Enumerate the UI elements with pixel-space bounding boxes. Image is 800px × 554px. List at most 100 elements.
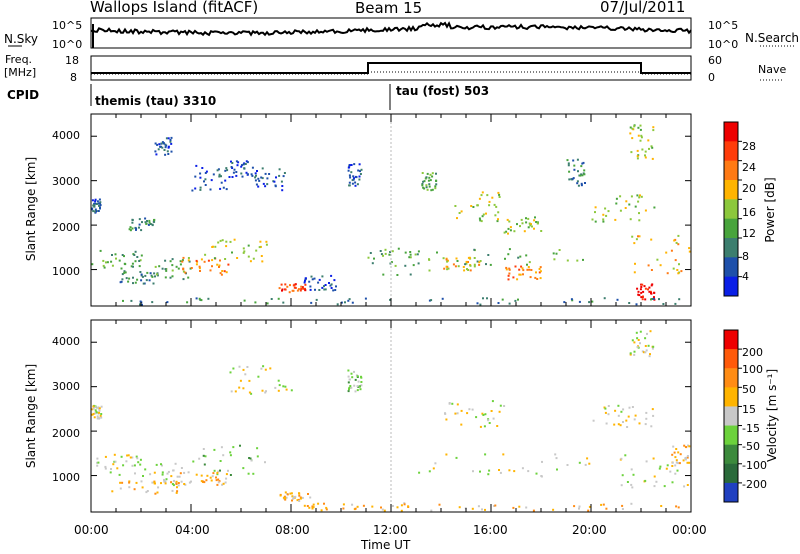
- echo-cell: [505, 266, 508, 269]
- echo-cell: [258, 246, 261, 249]
- echo-cell: [642, 290, 645, 293]
- power-echo-region-20: [454, 191, 501, 223]
- echo-cell: [651, 298, 654, 300]
- echo-cell: [155, 273, 158, 276]
- power-echo-region-5: [181, 256, 230, 276]
- echo-cell: [639, 288, 642, 291]
- echo-cell: [425, 186, 428, 189]
- echo-cell: [290, 492, 293, 495]
- echo-cell: [674, 302, 677, 305]
- echo-cell: [423, 180, 426, 183]
- echo-cell: [131, 221, 134, 224]
- echo-cell: [144, 221, 147, 224]
- echo-cell: [136, 256, 139, 258]
- echo-cell: [347, 390, 350, 393]
- echo-cell: [225, 271, 228, 274]
- echo-cell: [344, 301, 346, 304]
- echo-cell: [488, 469, 491, 472]
- echo-cell: [190, 267, 193, 269]
- echo-cell: [673, 239, 676, 242]
- echo-cell: [290, 389, 293, 392]
- echo-cell: [454, 205, 457, 207]
- echo-cell: [284, 288, 287, 291]
- echo-cell: [217, 478, 220, 481]
- power-echo-region-17: [443, 256, 481, 272]
- echo-cell: [114, 253, 117, 256]
- echo-cell: [478, 217, 481, 220]
- echo-cell: [397, 247, 400, 250]
- echo-cell: [383, 509, 386, 512]
- echo-cell: [97, 461, 100, 464]
- echo-cell: [166, 472, 169, 475]
- echo-cell: [644, 298, 647, 301]
- echo-cell: [313, 277, 316, 280]
- echo-cell: [625, 200, 628, 203]
- echo-cell: [98, 417, 101, 420]
- echo-cell: [513, 230, 516, 233]
- echo-cell: [435, 183, 438, 186]
- echo-cell: [528, 261, 531, 264]
- echo-cell: [680, 270, 683, 273]
- echo-cell: [602, 218, 605, 221]
- echo-cell: [665, 251, 668, 254]
- echo-cell: [147, 223, 150, 226]
- echo-cell: [571, 178, 574, 181]
- nsky-trace: [90, 21, 692, 37]
- echo-cell: [675, 461, 678, 464]
- echo-cell: [106, 261, 109, 264]
- echo-cell: [204, 178, 207, 181]
- echo-cell: [321, 275, 324, 278]
- echo-cell: [200, 258, 203, 261]
- echo-cell: [308, 506, 311, 509]
- echo-cell: [628, 302, 631, 304]
- echo-cell: [484, 508, 486, 511]
- echo-cell: [154, 492, 157, 495]
- echo-cell: [245, 171, 248, 174]
- echo-cell: [99, 201, 102, 204]
- echo-cell: [677, 272, 680, 275]
- echo-cell: [294, 495, 297, 498]
- echo-cell: [456, 217, 458, 220]
- echo-cell: [177, 484, 180, 487]
- echo-cell: [135, 228, 137, 231]
- echo-cell: [573, 164, 576, 167]
- echo-cell: [649, 330, 652, 333]
- echo-cell: [155, 153, 158, 156]
- echo-cell: [252, 257, 255, 260]
- echo-cell: [447, 267, 450, 270]
- echo-cell: [164, 480, 167, 483]
- echo-cell: [142, 475, 144, 477]
- echo-cell: [454, 412, 457, 415]
- echo-cell: [662, 303, 665, 305]
- echo-cell: [686, 484, 689, 486]
- echo-cell: [141, 221, 143, 224]
- echo-cell: [102, 264, 105, 267]
- echo-cell: [526, 268, 529, 271]
- echo-cell: [96, 461, 99, 464]
- echo-cell: [91, 199, 94, 202]
- echo-cell: [219, 187, 222, 190]
- power-echo-region-27: [428, 297, 681, 306]
- echo-cell: [166, 301, 169, 304]
- echo-cell: [438, 503, 441, 506]
- echo-cell: [520, 265, 523, 268]
- echo-cell: [471, 408, 474, 411]
- echo-cell: [163, 478, 165, 481]
- echo-cell: [175, 483, 178, 485]
- echo-cell: [649, 353, 651, 356]
- echo-cell: [139, 458, 142, 461]
- echo-cell: [323, 285, 325, 288]
- echo-cell: [503, 231, 506, 234]
- echo-cell: [297, 498, 300, 501]
- echo-cell: [104, 455, 107, 458]
- echo-cell: [530, 269, 533, 271]
- echo-cell: [514, 299, 517, 302]
- echo-cell: [644, 479, 647, 482]
- echo-cell: [483, 425, 486, 428]
- echo-cell: [620, 410, 623, 413]
- echo-cell: [149, 223, 152, 225]
- echo-cell: [638, 235, 641, 238]
- echo-cell: [404, 264, 407, 267]
- echo-cell: [198, 267, 201, 270]
- echo-cell: [576, 158, 579, 161]
